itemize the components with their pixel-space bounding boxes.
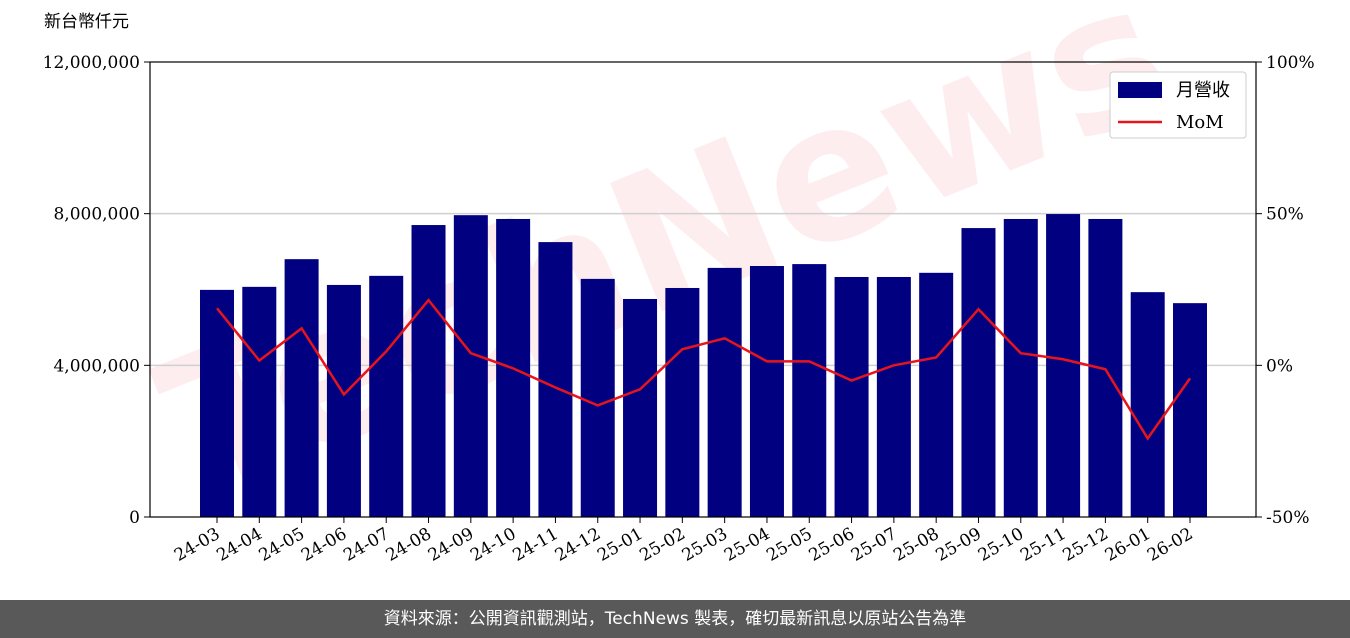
x-tick-label: 25-12 — [1059, 524, 1111, 566]
x-tick-label: 24-10 — [467, 524, 519, 566]
x-tick-label: 26-02 — [1144, 524, 1196, 566]
x-tick-label: 24-09 — [425, 524, 477, 566]
x-tick-label: 25-10 — [975, 524, 1027, 566]
y-tick-label: 12,000,000 — [43, 53, 140, 73]
x-tick-label: 25-01 — [594, 524, 646, 566]
bar — [453, 215, 488, 517]
x-tick-label: 25-04 — [721, 524, 773, 566]
x-tick-label: 25-09 — [933, 524, 985, 566]
y2-tick-label: -50% — [1266, 508, 1310, 528]
bar — [538, 242, 573, 517]
bar — [1046, 214, 1081, 517]
x-tick-label: 24-06 — [298, 524, 350, 566]
x-tick-label: 25-07 — [848, 524, 900, 566]
bar — [1130, 292, 1165, 517]
bar — [665, 287, 700, 517]
x-tick-label: 25-02 — [636, 524, 688, 566]
bar — [326, 284, 361, 517]
bar — [919, 272, 954, 517]
x-tick-label: 25-06 — [806, 524, 858, 566]
bar — [961, 228, 996, 517]
y-tick-label: 0 — [129, 508, 140, 528]
x-tick-label: 24-07 — [340, 524, 392, 566]
bar — [1003, 218, 1038, 517]
x-tick-label: 25-11 — [1017, 524, 1069, 566]
x-tick-label: 24-08 — [383, 524, 435, 566]
y2-tick-label: 50% — [1266, 205, 1304, 225]
y2-tick-label: 100% — [1266, 53, 1315, 73]
bar — [1173, 303, 1207, 517]
plot-frame — [149, 61, 1257, 518]
chart: 新台幣仟元 TechNews04,000,0008,000,00012,000,… — [43, 0, 1315, 566]
y-tick-label: 4,000,000 — [53, 356, 140, 376]
y-tick-label: 8,000,000 — [53, 205, 140, 225]
x-tick-label: 25-03 — [679, 524, 731, 566]
legend-label: 月營收 — [1176, 80, 1230, 101]
bar — [876, 276, 911, 517]
x-tick-label: 25-05 — [763, 524, 815, 566]
x-tick-label: 26-01 — [1102, 524, 1154, 566]
bar — [200, 289, 234, 517]
bar — [749, 265, 784, 517]
x-tick-label: 25-08 — [890, 524, 942, 566]
x-tick-label: 24-05 — [256, 524, 308, 566]
bar — [623, 298, 658, 517]
legend-label: MoM — [1176, 112, 1224, 133]
footer: 資料來源：公開資訊觀測站，TechNews 製表，確切最新訊息以原站公告為準 — [0, 600, 1350, 638]
bar — [369, 275, 404, 517]
line — [216, 298, 1192, 441]
legend-swatch — [1118, 82, 1162, 98]
y-axis-label: 新台幣仟元 — [44, 12, 129, 32]
bar — [792, 264, 827, 517]
bar — [1088, 218, 1123, 517]
bar — [284, 259, 319, 517]
bar — [580, 278, 615, 517]
bar — [834, 276, 869, 517]
bar — [242, 286, 277, 517]
x-tick-label: 24-12 — [552, 524, 604, 566]
bar — [411, 225, 446, 517]
y2-tick-label: 0% — [1266, 356, 1293, 376]
bar — [707, 267, 742, 517]
x-tick-label: 24-11 — [509, 524, 561, 566]
x-tick-label: 24-03 — [171, 524, 223, 566]
